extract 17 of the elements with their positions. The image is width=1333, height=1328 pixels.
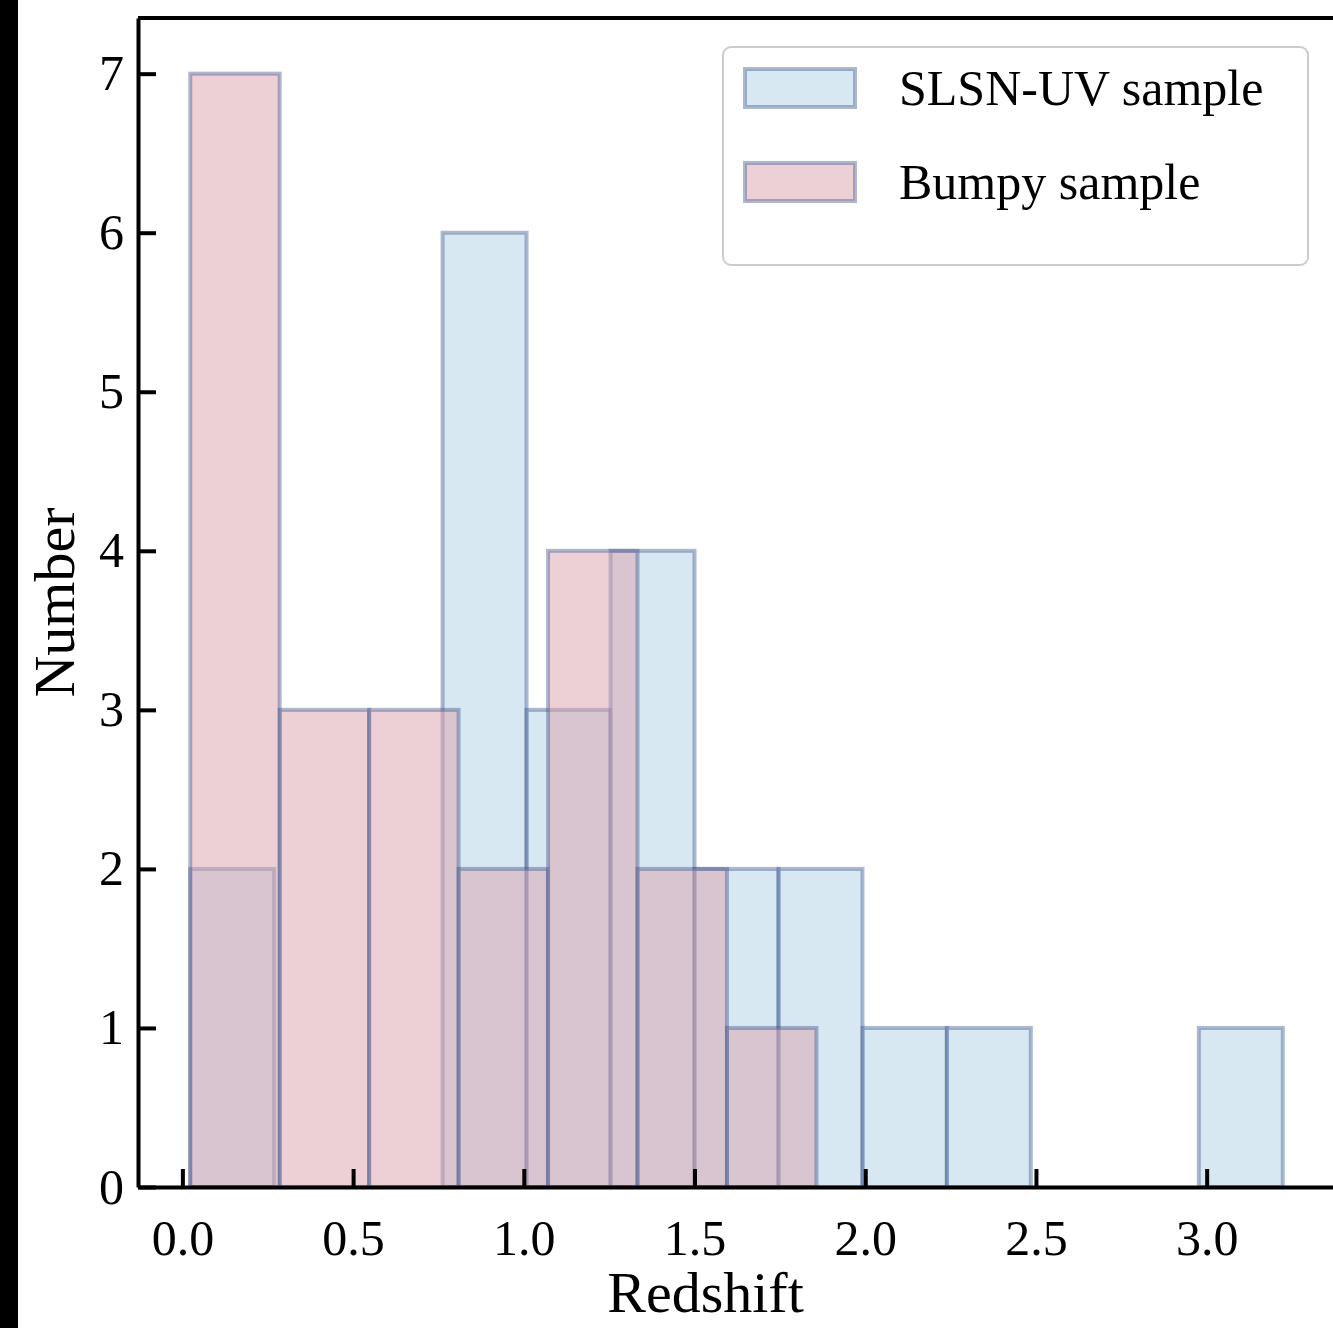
y-axis-title: Number [22, 507, 87, 698]
legend-label: Bumpy sample [899, 154, 1201, 210]
y-tick-label: 6 [99, 204, 124, 261]
x-tick-label: 1.0 [493, 1209, 556, 1266]
x-tick-label: 2.5 [1005, 1209, 1068, 1266]
y-tick-label: 3 [99, 681, 124, 738]
x-tick-label: 0.5 [322, 1209, 385, 1266]
x-tick-label: 3.0 [1175, 1209, 1239, 1266]
y-tick-label: 1 [99, 999, 124, 1056]
y-tick-label: 7 [99, 45, 124, 102]
y-tick-label: 4 [99, 522, 124, 579]
y-tick-label: 0 [99, 1158, 124, 1215]
legend-label: SLSN-UV sample [899, 60, 1264, 116]
y-tick-label: 5 [99, 363, 124, 420]
x-tick-label: 2.0 [834, 1209, 897, 1266]
y-tick-label: 2 [99, 840, 124, 897]
x-tick-label: 0.0 [151, 1209, 215, 1266]
